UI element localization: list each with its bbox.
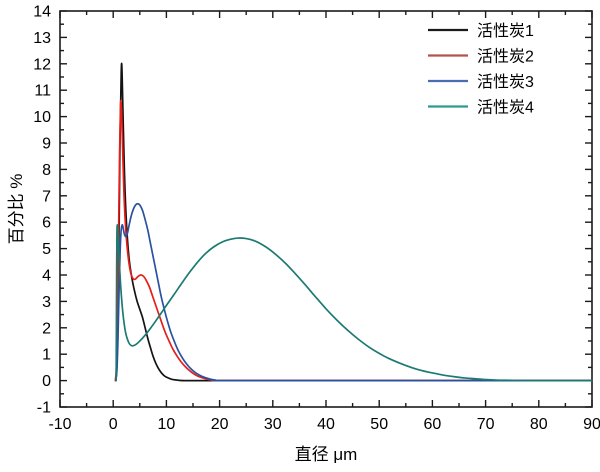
y-tick-label: 11 — [34, 83, 51, 100]
x-tick-label: 10 — [158, 416, 176, 433]
y-tick-label: 4 — [42, 268, 51, 285]
y-tick-label: 9 — [42, 136, 51, 153]
series-layer — [114, 62, 593, 382]
x-axis-title: 直径 μm — [295, 445, 358, 464]
y-tick-label: 6 — [42, 215, 51, 232]
y-tick-label: 3 — [42, 294, 51, 311]
y-tick-label: 14 — [33, 4, 51, 21]
x-tick-label: 40 — [317, 416, 335, 433]
y-tick-label: 7 — [42, 188, 51, 205]
x-tick-label: 30 — [264, 416, 282, 433]
y-tick-label: 0 — [42, 373, 51, 390]
x-tick-label: 90 — [583, 416, 600, 433]
y-tick-label: 1 — [42, 347, 51, 364]
legend: 活性炭1 活性炭2 活性炭3 活性炭4 — [428, 22, 534, 117]
x-tick-label: 60 — [424, 416, 442, 433]
y-axis-title: 百分比 % — [7, 174, 26, 245]
x-tick-label: -10 — [48, 416, 71, 433]
y-tick-label: 13 — [33, 30, 51, 47]
y-tick-label: 12 — [33, 56, 51, 73]
plot-frame — [59, 10, 593, 408]
x-tick-label: 20 — [211, 416, 229, 433]
y-tick-label: 8 — [42, 162, 51, 179]
series-line-4 — [115, 223, 593, 382]
y-tick-label: 2 — [42, 320, 51, 337]
legend-label-2: 活性炭2 — [477, 48, 534, 66]
y-tick-label: 10 — [33, 109, 51, 126]
legend-label-4: 活性炭4 — [477, 99, 534, 117]
x-tick-label: 70 — [477, 416, 495, 433]
series-line-1 — [115, 62, 593, 382]
series-line-3 — [115, 202, 593, 382]
x-tick-labels: -10 0 10 20 30 40 50 60 70 80 90 — [48, 416, 600, 433]
x-tick-label: 50 — [370, 416, 388, 433]
x-tick-label: 0 — [109, 416, 118, 433]
legend-label-1: 活性炭1 — [477, 22, 534, 40]
y-tick-label: 5 — [42, 241, 51, 258]
legend-label-3: 活性炭3 — [477, 73, 534, 91]
x-tick-label: 80 — [530, 416, 548, 433]
y-tick-label: -1 — [37, 400, 51, 417]
series-line-2 — [114, 99, 593, 382]
